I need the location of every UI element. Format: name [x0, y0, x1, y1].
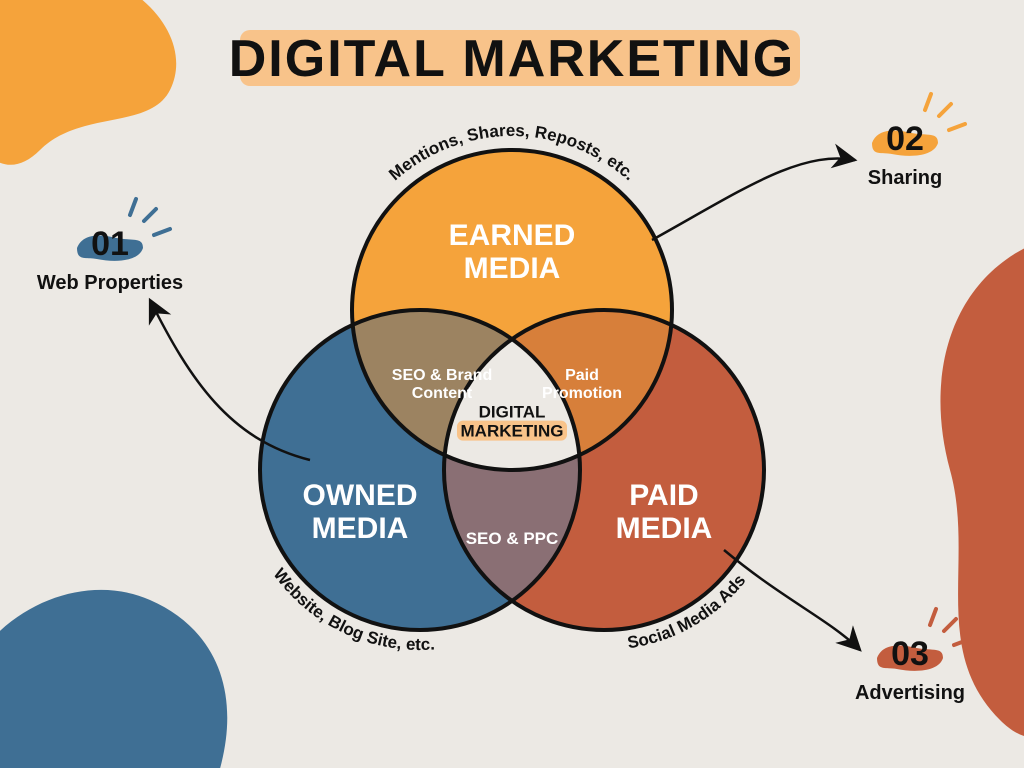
callout-number: 02: [886, 120, 924, 158]
callout-label: Web Properties: [37, 272, 183, 294]
infographic-svg: DIGITAL MARKETING EARNED MEDIA OWNED: [0, 0, 1024, 768]
label-paid-2: MEDIA: [616, 512, 713, 545]
callout-label: Advertising: [855, 682, 965, 704]
label-owned-1: OWNED: [303, 479, 418, 512]
label-seo-brand-1: SEO & Brand: [392, 367, 492, 384]
infographic-stage: DIGITAL MARKETING EARNED MEDIA OWNED: [0, 0, 1024, 768]
page-title: DIGITAL MARKETING: [229, 30, 796, 88]
label-center-1: DIGITAL: [479, 403, 546, 422]
label-seo-brand-2: Content: [412, 385, 473, 402]
callout-number: 03: [891, 635, 929, 673]
label-paid-1: PAID: [629, 479, 698, 512]
label-earned-1: EARNED: [449, 219, 576, 252]
label-owned-2: MEDIA: [312, 512, 409, 545]
label-seo-ppc: SEO & PPC: [466, 529, 559, 548]
label-center-2: MARKETING: [461, 422, 564, 441]
label-earned-2: MEDIA: [464, 252, 561, 285]
callout-label: Sharing: [868, 167, 942, 189]
callout-number: 01: [91, 225, 129, 263]
label-paid-promo-2: Promotion: [542, 385, 622, 402]
label-paid-promo-1: Paid: [565, 367, 599, 384]
